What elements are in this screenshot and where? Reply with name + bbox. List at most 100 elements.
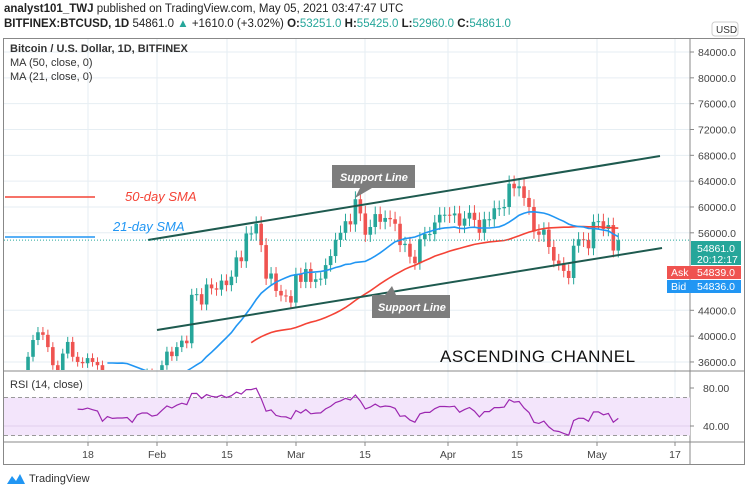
candle <box>279 290 283 296</box>
candle <box>36 332 40 341</box>
candle <box>398 223 402 246</box>
candle <box>209 284 214 289</box>
candle <box>383 217 387 222</box>
candle <box>343 221 348 233</box>
rsi-line <box>77 387 619 436</box>
time-tick-label: 17 <box>669 449 681 461</box>
candle <box>428 234 432 236</box>
candle <box>95 361 100 366</box>
price-tick-label: 60000.0 <box>698 202 736 214</box>
candle <box>234 257 239 277</box>
candle <box>388 217 392 220</box>
candle <box>264 245 268 279</box>
ask-value: 54839.0 <box>697 267 735 279</box>
candle <box>552 247 556 261</box>
currency-label: USD <box>716 25 737 36</box>
tradingview-logo-icon <box>7 474 25 484</box>
ask-label: Ask <box>671 267 689 279</box>
channel-lower-line <box>156 247 663 331</box>
bid-value: 54836.0 <box>697 281 735 293</box>
last-price-label: 54861.0 <box>697 243 735 255</box>
tradingview-logo[interactable]: TradingView <box>6 472 90 486</box>
candle <box>229 276 234 286</box>
candle <box>80 361 85 364</box>
support-label-bottom: Support Line <box>378 302 446 314</box>
currency-badge <box>711 21 739 37</box>
time-tick-label: 15 <box>511 449 523 461</box>
candle <box>418 239 422 264</box>
price-tick-label: 76000.0 <box>698 99 736 111</box>
candle <box>56 365 60 370</box>
candle <box>224 280 229 286</box>
candle <box>318 278 323 280</box>
candle <box>328 256 333 266</box>
candle <box>180 340 184 348</box>
last-price: 54861.0 <box>132 18 175 30</box>
sma21-label: 21-day SMA <box>112 219 185 234</box>
candle <box>472 212 477 220</box>
candle <box>502 206 506 209</box>
price-chart[interactable]: Bitcoin / U.S. Dollar, 1D, BITFINEX MA (5… <box>0 0 750 470</box>
candle <box>204 284 209 305</box>
time-tick-label: Apr <box>440 449 457 461</box>
candle <box>160 365 164 370</box>
candle <box>368 226 373 235</box>
candle <box>70 341 75 357</box>
legend-title: Bitcoin / U.S. Dollar, 1D, BITFINEX <box>10 43 189 55</box>
candle <box>140 373 144 379</box>
price-tick-label: 40000.0 <box>698 331 736 343</box>
bid-label: Bid <box>671 281 686 293</box>
candle <box>254 223 258 234</box>
candle <box>125 385 129 386</box>
candle <box>313 279 318 282</box>
candle <box>308 268 313 282</box>
candle <box>586 239 591 249</box>
price-tick-label: 80000.0 <box>698 73 736 85</box>
candle <box>189 294 194 344</box>
sma50-label: 50-day SMA <box>125 189 197 204</box>
ma50-line <box>250 225 619 344</box>
candle <box>150 373 154 381</box>
channel-label: ASCENDING CHANNEL <box>440 347 636 366</box>
up-arrow-icon: ▲ <box>177 18 189 30</box>
author[interactable]: analyst101_TWJ <box>4 3 94 15</box>
candle <box>537 231 541 235</box>
candle <box>269 273 273 279</box>
candle <box>194 294 199 296</box>
rsi-tick-label: 80.00 <box>703 383 729 395</box>
candle <box>100 365 105 370</box>
candle <box>90 358 95 362</box>
high: 55425.0 <box>356 18 399 30</box>
candle <box>616 240 621 251</box>
candle <box>591 221 596 249</box>
brand-name: TradingView <box>29 473 90 485</box>
rsi-legend: RSI (14, close) <box>10 379 83 391</box>
support-callout-top <box>332 165 415 198</box>
candle <box>432 222 437 235</box>
candle <box>259 223 263 246</box>
candle <box>408 243 412 257</box>
publish-info: analyst101_TWJ published on TradingView.… <box>4 3 403 15</box>
open: 53251.0 <box>299 18 342 30</box>
time-tick-label: 15 <box>221 449 233 461</box>
candle <box>85 358 90 364</box>
candle <box>442 214 447 216</box>
time-tick-label: 15 <box>359 449 371 461</box>
time-tick-label: Mar <box>287 449 306 461</box>
candle <box>547 229 551 248</box>
price-pane <box>26 175 621 386</box>
candle <box>41 332 45 335</box>
candle <box>165 351 169 366</box>
candle <box>353 199 358 225</box>
c-label: C: <box>457 18 470 30</box>
time-tick-label: May <box>587 449 608 461</box>
ask-badge <box>667 266 741 279</box>
last-price-badge <box>691 241 741 265</box>
candle <box>413 256 417 264</box>
candle <box>462 218 467 226</box>
price-tick-label: 64000.0 <box>698 176 736 188</box>
candle <box>566 270 571 279</box>
candle <box>482 219 487 233</box>
price-tick-label: 44000.0 <box>698 305 736 317</box>
candle <box>611 225 616 251</box>
